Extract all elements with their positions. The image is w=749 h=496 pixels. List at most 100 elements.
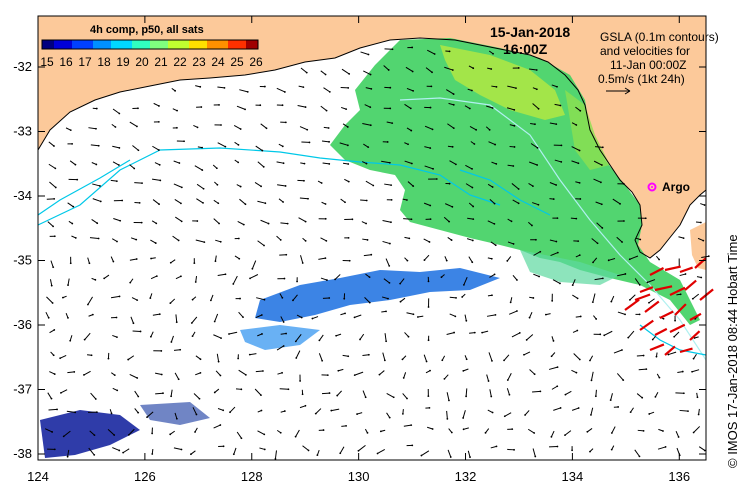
velocity-arrow-head — [516, 310, 518, 312]
velocity-arrow-head — [294, 435, 297, 438]
velocity-arrow — [610, 393, 613, 401]
argo-velocity-arrow — [689, 312, 702, 321]
velocity-arrow-head — [578, 181, 581, 184]
velocity-arrow — [152, 313, 160, 316]
velocity-arrow — [634, 278, 641, 286]
velocity-arrow-head — [367, 53, 370, 56]
velocity-arrow — [195, 239, 205, 243]
velocity-arrow-head — [347, 163, 350, 165]
velocity-arrow — [237, 221, 245, 226]
velocity-arrow — [403, 218, 412, 220]
velocity-arrow-head — [493, 202, 496, 205]
colorbar-segment — [42, 40, 46, 49]
velocity-arrow — [465, 183, 473, 188]
velocity-arrow-head — [213, 320, 216, 323]
velocity-arrow-head — [180, 275, 182, 278]
velocity-arrow — [595, 201, 602, 205]
velocity-arrow-head — [702, 239, 705, 242]
velocity-arrow — [150, 239, 156, 244]
velocity-arrow-head — [440, 276, 443, 279]
velocity-arrow — [463, 368, 469, 372]
velocity-arrow-head — [191, 298, 194, 301]
velocity-arrow-head — [667, 353, 670, 356]
colorbar-segment — [144, 40, 148, 49]
velocity-arrow — [358, 444, 366, 452]
velocity-arrow-head — [571, 449, 573, 452]
velocity-arrow-head — [639, 238, 642, 241]
velocity-arrow-head — [217, 202, 220, 205]
velocity-arrow-head — [263, 85, 266, 88]
velocity-arrow-head — [552, 340, 555, 342]
velocity-arrow-head — [119, 219, 122, 222]
velocity-arrow-head — [641, 396, 644, 399]
contour-line — [37, 159, 131, 216]
velocity-arrow-head — [284, 185, 287, 187]
velocity-arrow-head — [74, 411, 77, 414]
velocity-arrow-head — [183, 140, 185, 143]
velocity-arrow-head — [129, 281, 132, 284]
velocity-arrow-head — [180, 220, 183, 223]
velocity-arrow — [465, 164, 473, 170]
velocity-arrow-head — [151, 453, 154, 455]
colorbar-segment — [168, 40, 172, 49]
velocity-arrow-head — [160, 373, 163, 376]
velocity-arrow-head — [287, 388, 290, 391]
velocity-arrow — [152, 145, 160, 151]
velocity-arrow-head — [401, 358, 404, 361]
velocity-arrow — [638, 368, 647, 371]
velocity-arrow-head — [556, 217, 559, 219]
velocity-arrow-head — [697, 413, 700, 416]
velocity-arrow-head — [646, 281, 649, 284]
velocity-arrow — [549, 239, 557, 243]
velocity-arrow — [404, 103, 412, 109]
velocity-arrow-head — [112, 260, 115, 263]
velocity-arrow — [280, 222, 288, 225]
velocity-arrow-head — [87, 303, 89, 306]
velocity-arrow — [532, 103, 539, 110]
velocity-arrow — [488, 141, 496, 146]
velocity-arrow — [172, 235, 179, 241]
argo-velocity-arrow — [679, 347, 693, 354]
velocity-arrow-head — [600, 164, 603, 166]
velocity-arrow-head — [559, 282, 561, 285]
velocity-arrow — [465, 388, 468, 397]
velocity-arrow — [384, 333, 387, 342]
velocity-arrow-head — [345, 424, 347, 427]
velocity-arrow-head — [174, 89, 177, 92]
velocity-arrow-head — [472, 205, 475, 208]
velocity-arrow-head — [190, 453, 192, 456]
velocity-arrow — [299, 126, 308, 131]
velocity-arrow-head — [220, 337, 222, 339]
velocity-arrow — [590, 371, 594, 381]
velocity-arrow-head — [462, 369, 465, 372]
velocity-arrow-head — [648, 413, 651, 415]
velocity-arrow-head — [429, 106, 432, 109]
velocity-arrow — [634, 449, 640, 457]
contour-line — [37, 147, 501, 226]
velocity-arrow-head — [528, 316, 531, 319]
velocity-arrow-head — [202, 201, 204, 204]
velocity-arrow-head — [427, 306, 430, 308]
velocity-arrow — [363, 254, 372, 257]
velocity-arrow-head — [539, 250, 542, 253]
x-tick-label: 132 — [455, 469, 477, 484]
x-tick-label: 128 — [241, 469, 263, 484]
velocity-arrow-head — [260, 185, 262, 188]
velocity-arrow — [511, 332, 521, 338]
velocity-arrow — [238, 311, 244, 318]
velocity-arrow-head — [155, 275, 158, 277]
velocity-arrow — [336, 390, 342, 396]
velocity-arrow-head — [95, 127, 97, 130]
velocity-arrow — [152, 178, 161, 181]
plot-frame — [37, 15, 707, 461]
colorbar-segment — [105, 40, 109, 49]
velocity-arrow-head — [322, 429, 325, 431]
velocity-arrow-head — [348, 259, 351, 262]
velocity-arrow — [92, 183, 101, 187]
velocity-arrow-head — [303, 162, 306, 165]
velocity-arrow-head — [379, 430, 382, 433]
velocity-arrow — [112, 145, 120, 149]
velocity-arrow — [551, 84, 558, 88]
velocity-arrow — [362, 123, 371, 126]
velocity-arrow-head — [411, 46, 414, 49]
